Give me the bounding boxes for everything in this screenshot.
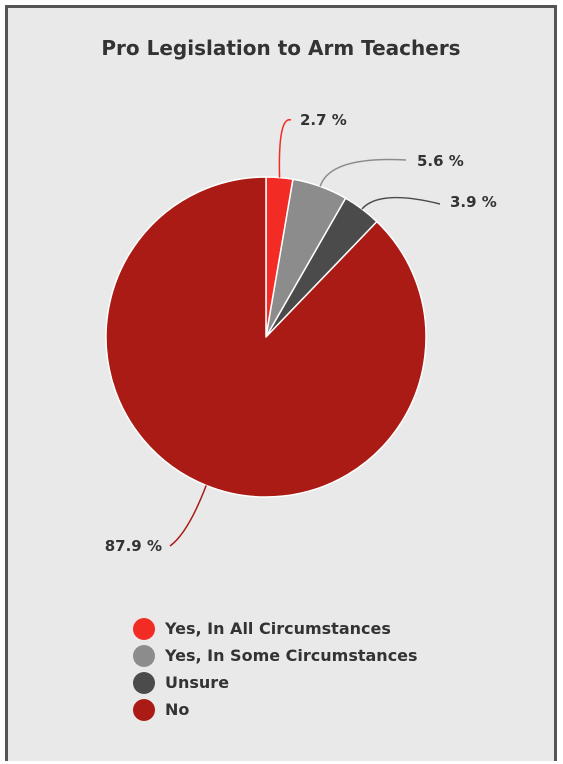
- leader-line-no: [169, 485, 207, 547]
- data-label-unsure: 3.9 %: [450, 193, 497, 211]
- data-label-yes-some: 5.6 %: [417, 152, 464, 170]
- legend-item-yes-all[interactable]: Yes, In All Circumstances: [133, 615, 418, 642]
- legend-swatch-yes-some: [133, 644, 155, 667]
- legend-label-yes-some: Yes, In Some Circumstances: [165, 646, 418, 665]
- legend-item-unsure[interactable]: Unsure: [133, 669, 418, 696]
- leader-line-unsure: [361, 196, 441, 210]
- leader-line-yes-some: [319, 158, 407, 187]
- legend-label-yes-all: Yes, In All Circumstances: [165, 619, 391, 638]
- legend-swatch-unsure: [133, 671, 155, 694]
- legend: Yes, In All Circumstances Yes, In Some C…: [133, 615, 418, 723]
- legend-item-no[interactable]: No: [133, 696, 418, 723]
- leader-line-yes-all: [278, 119, 292, 178]
- data-label-no: 87.9 %: [105, 537, 162, 555]
- data-label-yes-all: 2.7 %: [300, 111, 347, 129]
- legend-label-no: No: [165, 700, 190, 719]
- legend-swatch-no: [133, 698, 155, 721]
- chart-frame: Pro Legislation to Arm Teachers 2.7 % 5.6…: [5, 5, 557, 761]
- legend-swatch-yes-all: [133, 617, 155, 640]
- legend-item-yes-some[interactable]: Yes, In Some Circumstances: [133, 642, 418, 669]
- pie-chart: 2.7 % 5.6 % 3.9 % 87.9 %: [105, 111, 497, 555]
- legend-label-unsure: Unsure: [165, 673, 230, 692]
- chart-title: Pro Legislation to Arm Teachers: [101, 36, 461, 60]
- pie-slice-no[interactable]: [105, 176, 427, 498]
